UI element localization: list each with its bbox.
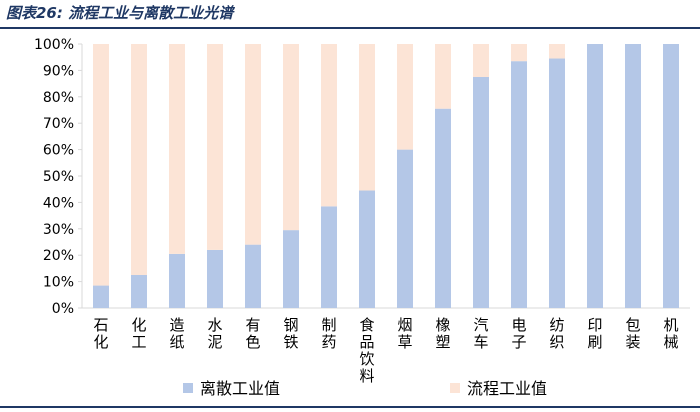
x-tick-label-8: 烟草 xyxy=(397,316,412,351)
bar-discrete-3 xyxy=(207,249,223,308)
bar-process-2 xyxy=(169,44,185,254)
y-tick-label: 90% xyxy=(43,63,74,79)
x-tick-label-12: 纺织 xyxy=(549,316,564,351)
x-tick-label-13: 印刷 xyxy=(587,316,602,351)
bar-discrete-13 xyxy=(587,44,603,308)
y-tick-label: 50% xyxy=(43,169,74,185)
x-tick-label-6: 制药 xyxy=(321,316,336,351)
bar-discrete-6 xyxy=(321,206,337,308)
bar-process-6 xyxy=(321,44,337,207)
legend-label-process: 流程工业值 xyxy=(467,379,547,398)
legend-label-discrete: 离散工业值 xyxy=(200,379,280,398)
figure-title: 图表26: 流程工业与离散工业光谱 xyxy=(6,4,234,22)
x-tick-label-14: 包装 xyxy=(625,316,640,351)
bars-group xyxy=(93,44,679,309)
x-tick-label-15: 机械 xyxy=(663,316,678,351)
x-tick-label-5: 钢铁 xyxy=(283,316,298,351)
x-tick-label-7: 食品饮料 xyxy=(359,316,374,385)
bar-process-4 xyxy=(245,44,261,245)
bar-discrete-11 xyxy=(511,61,527,308)
y-tick-label: 40% xyxy=(43,195,74,211)
y-tick-label: 80% xyxy=(43,90,74,106)
bottom-rule xyxy=(0,406,700,408)
y-tick-label: 20% xyxy=(43,248,74,264)
y-tick-label: 10% xyxy=(43,275,74,291)
y-tick-label: 60% xyxy=(43,143,74,159)
bar-discrete-10 xyxy=(473,77,489,308)
bar-process-5 xyxy=(283,44,299,231)
bar-process-3 xyxy=(207,44,223,250)
bar-process-8 xyxy=(397,44,413,150)
x-tick-label-2: 造纸 xyxy=(169,316,184,351)
x-tick-label-1: 化工 xyxy=(131,316,146,351)
bar-discrete-8 xyxy=(397,149,413,308)
y-tick-label: 30% xyxy=(43,222,74,238)
bar-process-1 xyxy=(131,44,147,275)
legend-swatch-discrete xyxy=(183,383,193,393)
bar-discrete-15 xyxy=(663,44,679,308)
x-tick-label-11: 电子 xyxy=(511,316,526,351)
title-rule xyxy=(0,27,700,29)
legend-swatch-process xyxy=(450,383,460,393)
x-tick-label-3: 水泥 xyxy=(207,316,222,351)
bar-process-11 xyxy=(511,44,527,62)
x-tick-label-9: 橡塑 xyxy=(435,316,450,351)
y-tick-label: 0% xyxy=(52,301,74,317)
bar-process-7 xyxy=(359,44,375,191)
bar-discrete-5 xyxy=(283,230,299,308)
bar-discrete-1 xyxy=(131,275,147,308)
x-tick-label-4: 有色 xyxy=(245,316,260,351)
y-tick-label: 100% xyxy=(34,37,74,53)
bar-discrete-4 xyxy=(245,244,261,308)
bar-discrete-7 xyxy=(359,190,375,308)
bar-discrete-14 xyxy=(625,44,641,308)
bar-discrete-2 xyxy=(169,253,185,308)
legend: 离散工业值 流程工业值 xyxy=(183,379,547,398)
bar-process-0 xyxy=(93,44,109,286)
bar-discrete-9 xyxy=(435,108,451,309)
x-tick-label-0: 石化 xyxy=(93,316,108,351)
y-axis: 0% 10% 20% 30% 40% 50% 60% 70% 80% 90% 100% xyxy=(34,37,690,317)
bar-process-9 xyxy=(435,44,451,109)
bar-discrete-12 xyxy=(549,58,565,308)
y-tick-label: 70% xyxy=(43,116,74,132)
bar-discrete-0 xyxy=(93,285,109,308)
bar-process-10 xyxy=(473,44,489,77)
x-tick-label-10: 汽车 xyxy=(473,316,488,351)
bar-process-12 xyxy=(549,44,565,59)
